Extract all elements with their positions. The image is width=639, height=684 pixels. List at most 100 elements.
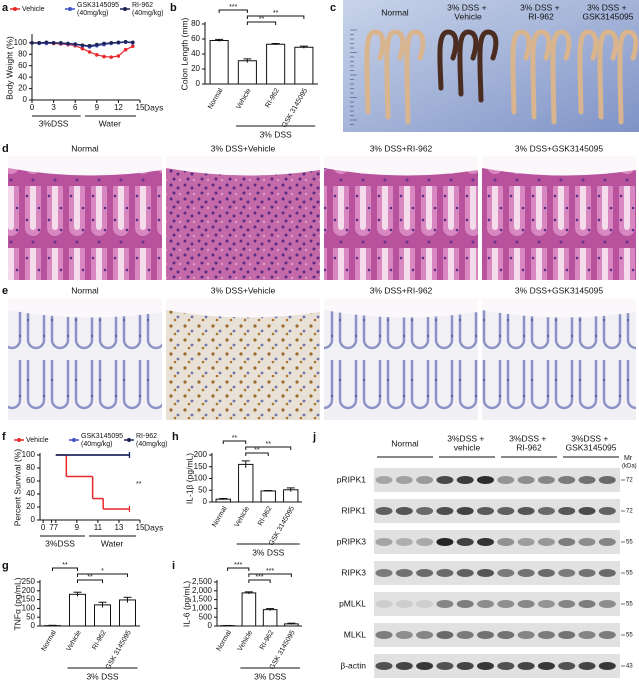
significance-bracket [222, 440, 247, 444]
group-label: 3% DSS [86, 671, 118, 681]
point [80, 46, 85, 51]
blot-band [578, 507, 596, 515]
blot-band [456, 631, 474, 639]
group-label: 3% DSS [260, 129, 292, 139]
marker-label: 72 [626, 509, 633, 515]
x-tick-label: RI-962 [259, 629, 276, 651]
micrograph [8, 156, 162, 280]
text-line: RI-962 [136, 433, 159, 440]
blot-band [537, 631, 555, 639]
kda-label: (kDa) [622, 464, 637, 470]
y-tick-label: 40 [18, 72, 27, 81]
significance-bracket [245, 452, 269, 456]
bar [69, 593, 86, 627]
x-tick-label: 12 [114, 103, 123, 112]
y-tick-label: 100 [194, 474, 208, 483]
bar [294, 46, 314, 85]
blot-band [416, 538, 434, 546]
x-axis-label: Days [144, 522, 163, 532]
y-tick-label: 250 [22, 577, 36, 586]
significance: ** [259, 16, 265, 23]
text-line: (40mg/kg) [136, 441, 168, 448]
lumen [324, 298, 478, 318]
x-tick-label: Normal [207, 87, 225, 110]
phase-label: 3%DSS [39, 118, 69, 128]
colon [510, 29, 532, 115]
x-axis-label: Days [144, 102, 163, 112]
bar [119, 599, 136, 627]
image-caption: Normal [71, 285, 99, 295]
blot-band [517, 476, 535, 484]
point [95, 42, 99, 47]
colon [577, 29, 599, 115]
blot-band [598, 600, 616, 608]
blot-band [578, 600, 596, 608]
blot-band [578, 662, 596, 670]
x-tick-label: 13 [114, 523, 123, 532]
marker-label: 55 [626, 540, 633, 546]
panel-label: b [170, 2, 177, 14]
x-tick-label: GSK 3145095 [281, 87, 309, 129]
lumen [166, 298, 320, 318]
blot-band [517, 631, 535, 639]
point [131, 40, 135, 45]
blot-band [517, 507, 535, 515]
legend-label: RI-962 (40mg/kg) [136, 433, 168, 448]
significance: ** [136, 481, 142, 488]
legend-label: Vehicle [22, 6, 45, 13]
x-tick-label: Vehicle [234, 505, 251, 528]
panel-label: j [312, 431, 316, 443]
micrograph [8, 298, 162, 420]
point [116, 54, 121, 58]
significance-bracket [246, 21, 277, 25]
legend-marker [123, 7, 127, 11]
bar [260, 490, 276, 503]
marker-label: 72 [626, 478, 633, 484]
y-axis-label: Body Weight (%) [4, 36, 14, 100]
text-line: vehicle [454, 443, 481, 453]
x-tick-label: Normal [216, 629, 234, 652]
micrograph [482, 156, 636, 280]
colon [617, 29, 639, 125]
photo-caption: 3% DSS + GSK3145095 [582, 3, 633, 22]
y-tick-label: 100 [22, 450, 36, 459]
point [95, 53, 99, 57]
y-tick-label: 60 [26, 476, 35, 485]
blot-band [375, 507, 393, 515]
y-tick-label: 0 [208, 621, 213, 630]
blot-band [436, 662, 454, 670]
x-tick-label: Normal [40, 629, 58, 652]
x-tick-label: RI-962 [264, 87, 281, 109]
legend-marker [72, 438, 76, 442]
y-tick-label: 0 [31, 515, 36, 524]
blot-band [558, 569, 576, 577]
point [109, 55, 113, 59]
lumen [166, 156, 320, 176]
colon [457, 29, 479, 97]
text-line: 3% DSS + [520, 3, 562, 13]
significance-bracket [248, 579, 271, 583]
blot-band [598, 662, 616, 670]
point [30, 41, 34, 45]
x-tick-label: 0 [41, 523, 46, 532]
blot-band [416, 662, 434, 670]
photo-caption: 3% DSS + Vehicle [447, 3, 489, 22]
blot-band [598, 569, 616, 577]
micrograph [166, 298, 320, 420]
protein-label: RIPK1 [341, 505, 366, 515]
image-caption: 3% DSS+RI-962 [370, 143, 433, 153]
group-header: 3%DSS + GSK3145095 [565, 434, 616, 453]
x-tick-label: Vehicle [65, 629, 82, 652]
legend-label: GSK3145095 (40mg/kg) [81, 433, 125, 448]
x-tick-label: 9 [95, 103, 100, 112]
y-tick-label: 20 [191, 64, 200, 73]
x-tick-label: GSK 3145095 [268, 505, 296, 547]
panel-label: h [172, 431, 179, 443]
y-axis-label: TNFα (pg/mL) [12, 577, 22, 630]
point [123, 39, 128, 44]
x-tick-label: RI-962 [257, 505, 274, 527]
blot-band [395, 662, 413, 670]
colon [550, 29, 572, 125]
blot-band [497, 507, 515, 515]
significance: *** [234, 562, 242, 569]
